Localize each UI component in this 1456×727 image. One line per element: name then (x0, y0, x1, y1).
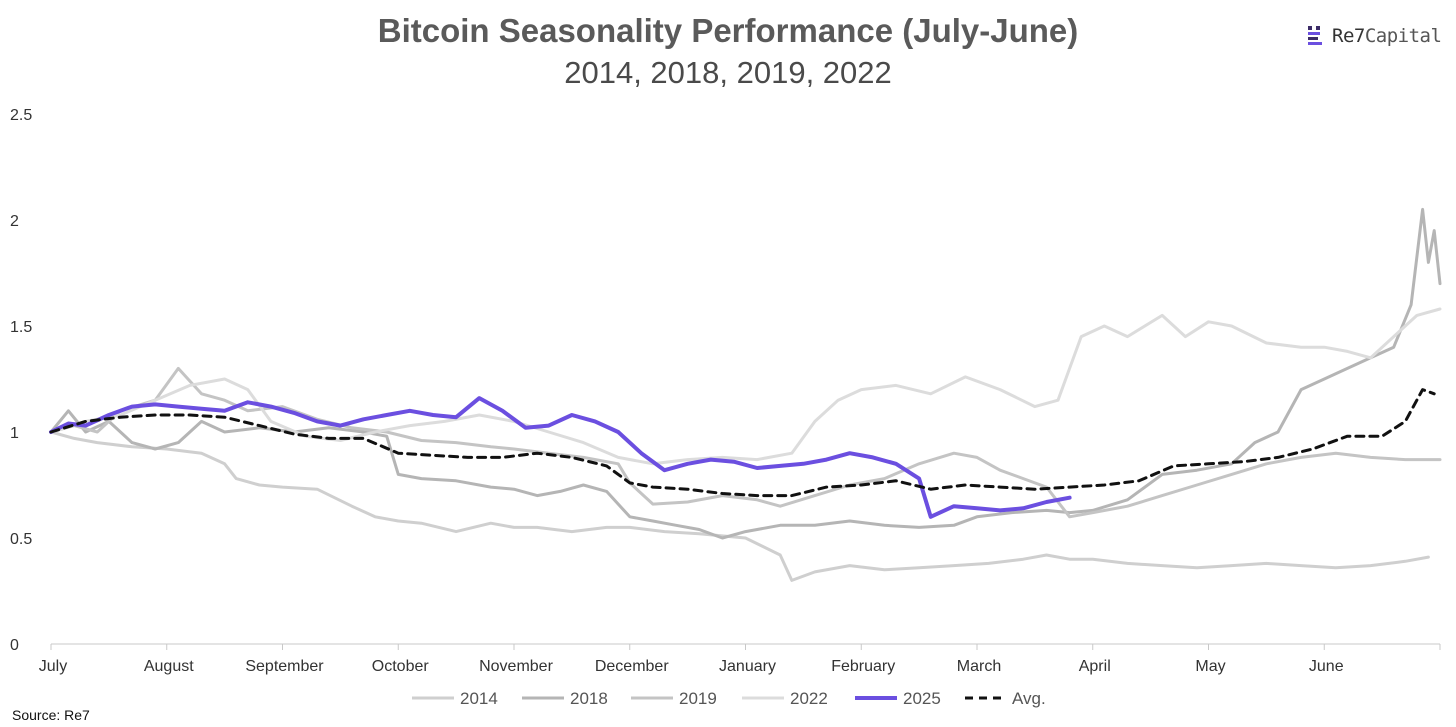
x-tick-label: June (1309, 658, 1344, 675)
y-tick-label: 1.5 (10, 319, 32, 336)
x-tick-label: July (39, 658, 67, 675)
series-line-2025 (49, 396, 1072, 519)
legend-label: Avg. (1012, 689, 1046, 708)
x-tick-label: November (479, 658, 553, 675)
series-line-2018 (49, 207, 1442, 540)
logo-text-light: Capital (1364, 25, 1442, 47)
y-tick-label: 1 (10, 425, 19, 442)
logo-text-strong: Re7 (1332, 25, 1365, 47)
x-tick-label: March (957, 658, 1001, 675)
series-line-avg (49, 388, 1436, 498)
x-tick-label: August (144, 658, 194, 675)
legend-label: 2014 (460, 689, 498, 708)
y-tick-label: 0 (10, 637, 19, 654)
legend-label: 2022 (790, 689, 828, 708)
y-tick-label: 0.5 (10, 531, 32, 548)
x-tick-label: October (372, 658, 430, 675)
legend-label: 2025 (903, 689, 941, 708)
legend-label: 2019 (679, 689, 717, 708)
legend-label: 2018 (570, 689, 608, 708)
y-tick-label: 2 (10, 213, 19, 230)
chart-subtitle: 2014, 2018, 2019, 2022 (564, 55, 892, 90)
source-note: Source: Re7 (12, 707, 90, 723)
x-tick-label: January (719, 658, 776, 675)
logo-text: Re7Capital (1332, 25, 1442, 47)
x-tick-label: December (595, 658, 669, 675)
x-tick-label: May (1195, 658, 1225, 675)
x-tick-label: February (831, 658, 895, 675)
series-line-2022 (49, 307, 1442, 466)
x-tick-label: April (1079, 658, 1111, 675)
chart-title: Bitcoin Seasonality Performance (July-Ju… (377, 12, 1079, 49)
x-tick-label: September (245, 658, 324, 675)
series-line-2019 (49, 366, 1442, 519)
series-line-2014 (49, 430, 1430, 582)
re7-logo-icon (1308, 26, 1322, 45)
brand-logo: Re7Capital (1306, 24, 1442, 48)
y-tick-label: 2.5 (10, 107, 32, 124)
